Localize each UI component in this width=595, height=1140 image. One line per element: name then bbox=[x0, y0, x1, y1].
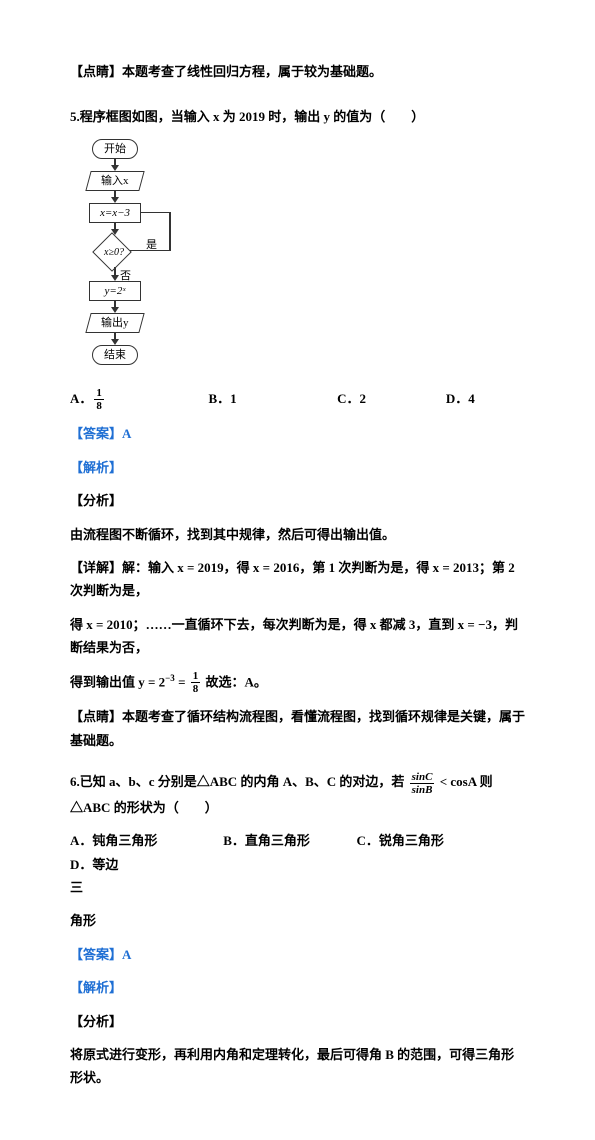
q6-jiexi: 【解析】 bbox=[70, 976, 525, 999]
q5-stem: 5.程序框图如图，当输入 x 为 2019 时，输出 y 的值为（ ） bbox=[70, 105, 525, 128]
q6-fenxi: 将原式进行变形，再利用内角和定理转化，最后可得角 B 的范围，可得三角形形状。 bbox=[70, 1043, 525, 1090]
fc-calc: y=2ˣ bbox=[89, 281, 141, 301]
q5-detail: 【详解】解：输入 x = 2019，得 x = 2016，第 1 次判断为是，得… bbox=[70, 556, 525, 603]
q6-choice-a: A．钝角三角形 bbox=[70, 829, 220, 852]
dianjing-4: 【点睛】本题考查了线性回归方程，属于较为基础题。 bbox=[70, 60, 525, 83]
q6-choice-d: D．等边三 bbox=[70, 853, 130, 900]
q5-choices: A．18 B．1 C．2 D．4 bbox=[70, 387, 525, 413]
flowchart: 开始 输入x x=x−3 x≥0? 是 否 y=2ˣ 输出y 结束 bbox=[70, 139, 190, 379]
q6-stem: 6.已知 a、b、c 分别是△ABC 的内角 A、B、C 的对边，若 sinCs… bbox=[70, 770, 525, 819]
q5-choice-a: A．18 bbox=[70, 387, 208, 413]
fc-assign: x=x−3 bbox=[89, 203, 141, 223]
q6-choice-c: C．锐角三角形 bbox=[357, 829, 477, 852]
q5-choice-b: B．1 bbox=[208, 387, 337, 413]
q5-jiexi: 【解析】 bbox=[70, 456, 525, 479]
q5-detail2: 得 x = 2010；……一直循环下去，每次判断为是，得 x 都减 3，直到 x… bbox=[70, 613, 525, 660]
q6-choices-2: 角形 bbox=[70, 909, 525, 932]
q6-choices: A．钝角三角形 B．直角三角形 C．锐角三角形 D．等边三 bbox=[70, 829, 525, 899]
q5-dianjing: 【点睛】本题考查了循环结构流程图，看懂流程图，找到循环规律是关键，属于基础题。 bbox=[70, 705, 525, 752]
fc-end: 结束 bbox=[92, 345, 138, 365]
q6-choice-b: B．直角三角形 bbox=[223, 829, 353, 852]
q5-fenxi-label: 【分析】 bbox=[70, 489, 525, 512]
fc-output: 输出y bbox=[85, 313, 144, 333]
q6-answer: 【答案】A bbox=[70, 943, 525, 966]
fc-yes: 是 bbox=[146, 236, 157, 256]
q6-fenxi-label: 【分析】 bbox=[70, 1010, 525, 1033]
q5-choice-c: C．2 bbox=[337, 387, 446, 413]
q5-fenxi: 由流程图不断循环，找到其中规律，然后可得出输出值。 bbox=[70, 523, 525, 546]
q5-detail3: 得到输出值 y = 2−3 = 18 故选：A。 bbox=[70, 670, 525, 696]
q5-answer: 【答案】A bbox=[70, 422, 525, 445]
fc-start: 开始 bbox=[92, 139, 138, 159]
fc-input: 输入x bbox=[85, 171, 144, 191]
q5-choice-d: D．4 bbox=[446, 387, 525, 413]
